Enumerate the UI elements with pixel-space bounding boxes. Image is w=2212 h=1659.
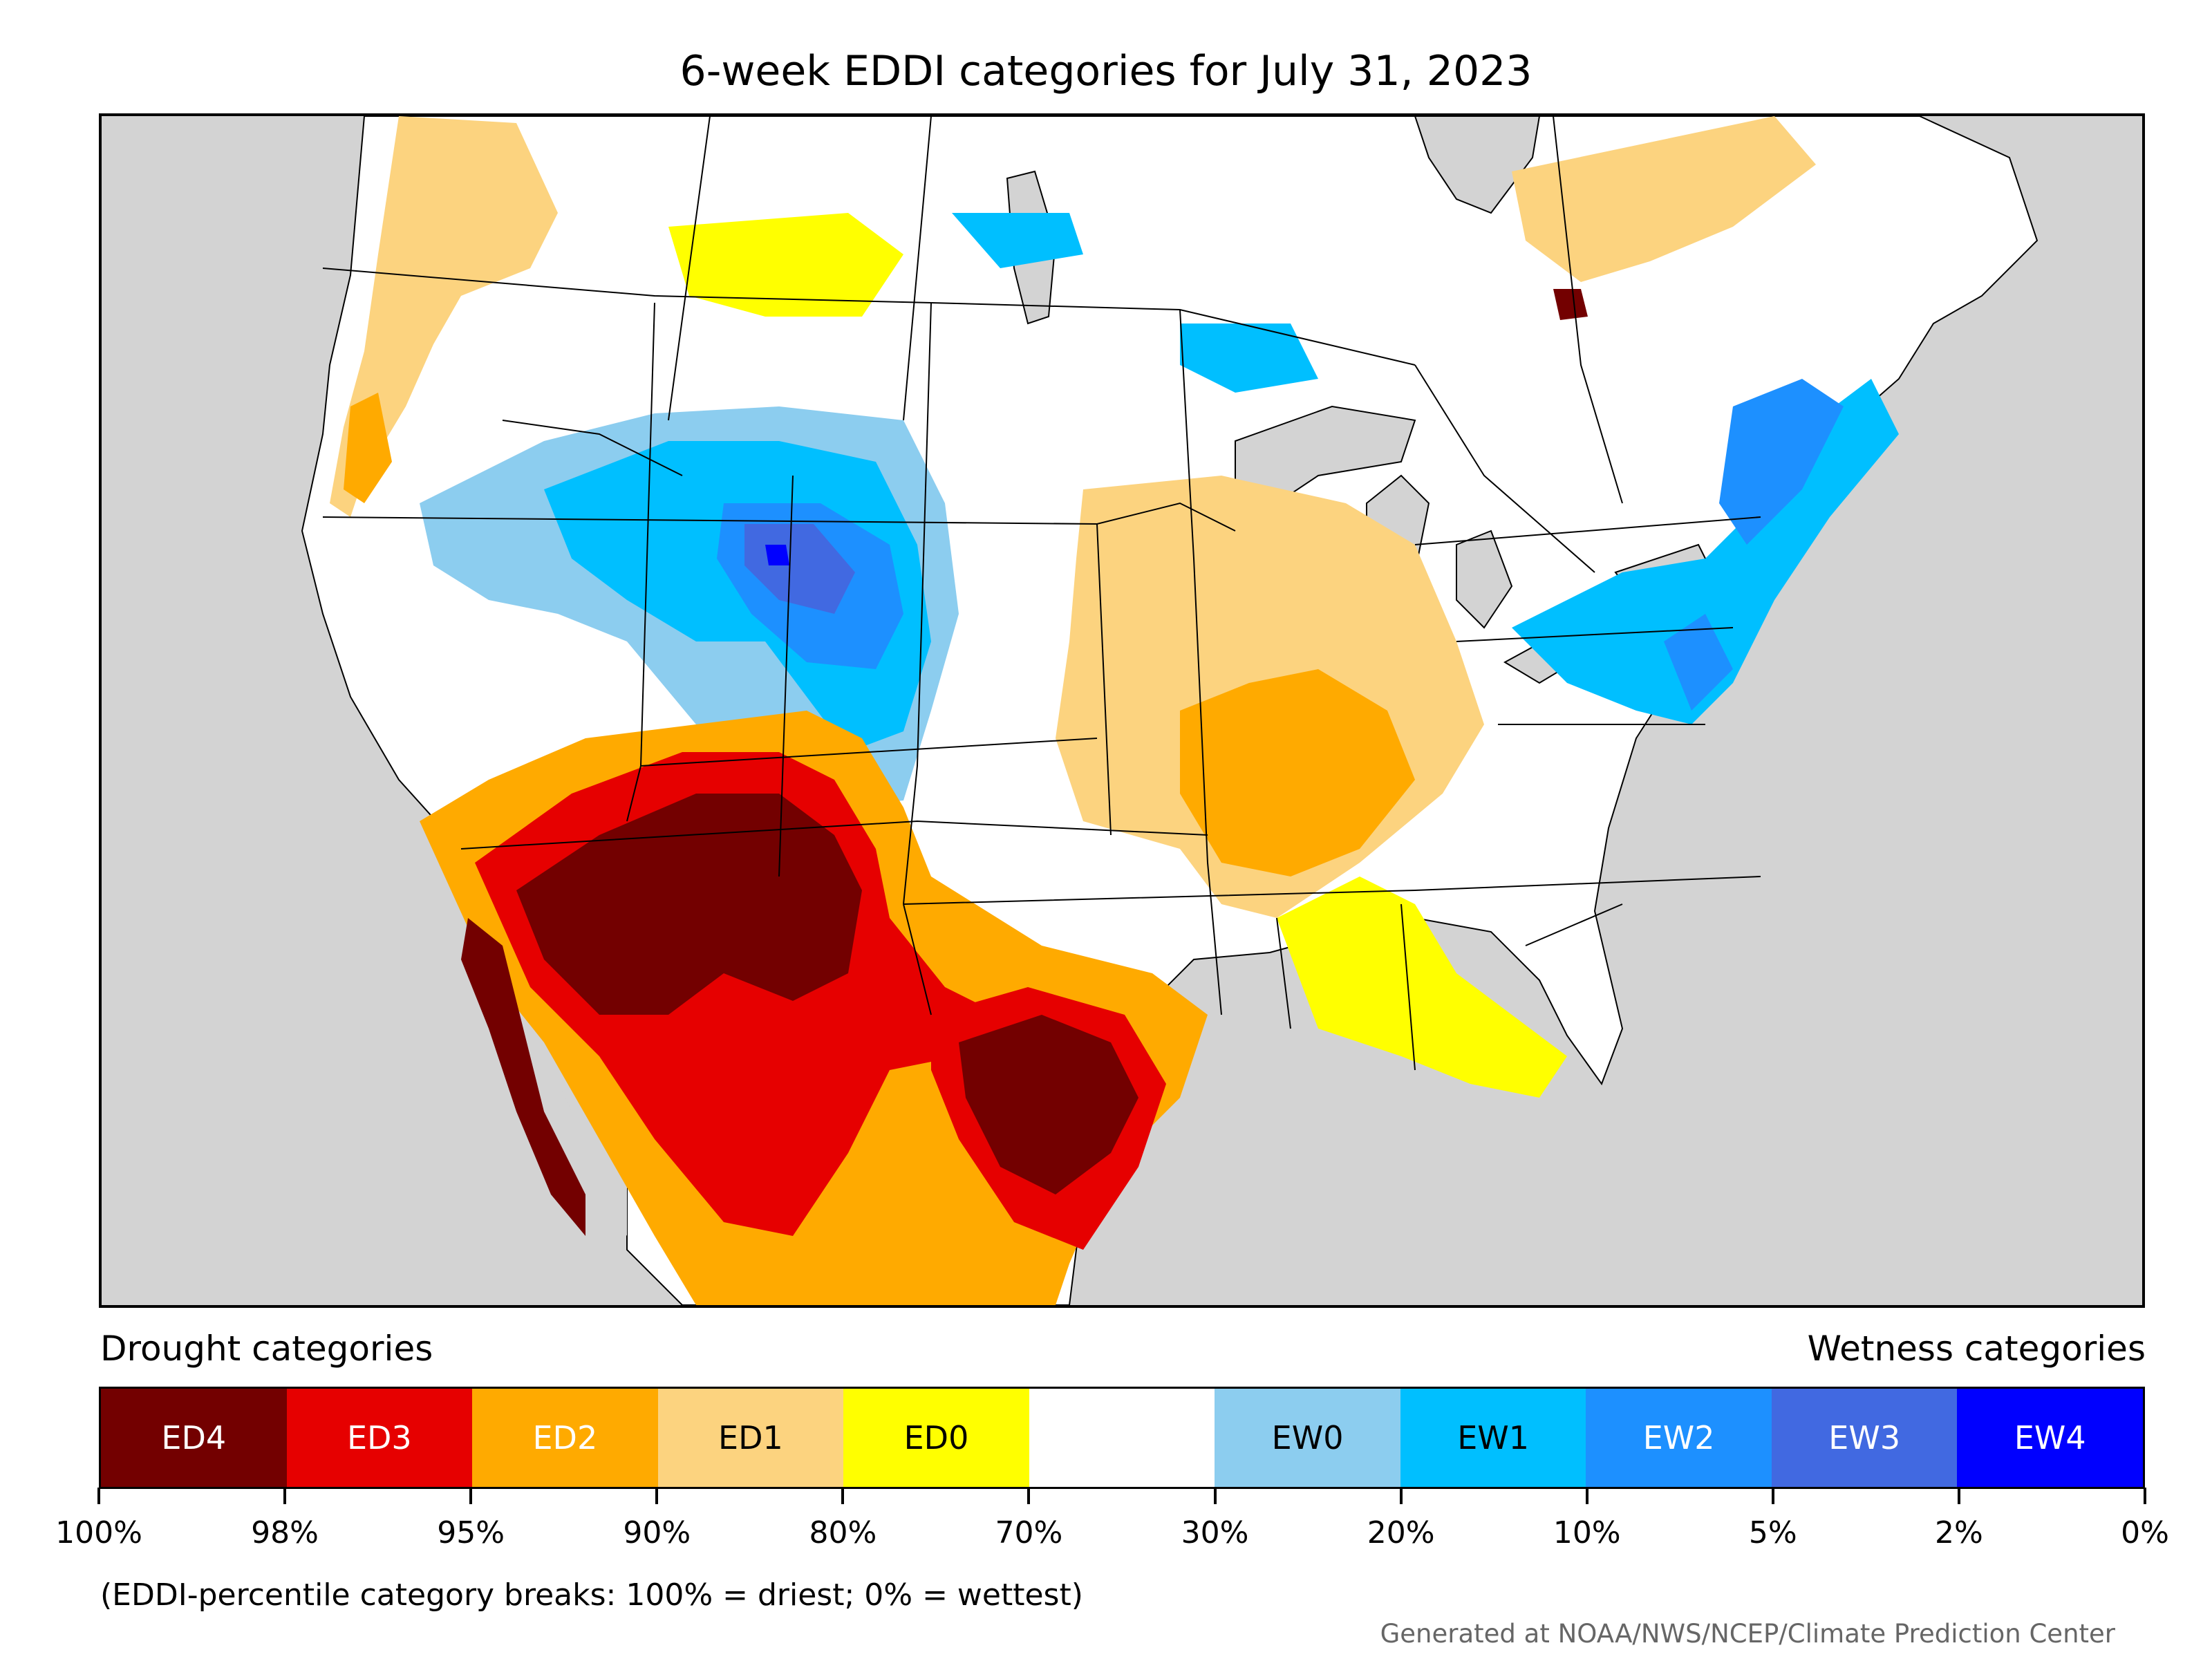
wetness-categories-heading: Wetness categories bbox=[1807, 1329, 2146, 1369]
drought-categories-heading: Drought categories bbox=[100, 1329, 433, 1369]
region-midwest-ed2 bbox=[1180, 669, 1415, 877]
tick-label: 98% bbox=[251, 1515, 319, 1550]
colorbar-cell-ew1: EW1 bbox=[1400, 1389, 1586, 1487]
region-wyoming-ew4 bbox=[765, 545, 789, 565]
colorbar-cell-normal bbox=[1029, 1389, 1215, 1487]
tick-mark bbox=[2144, 1488, 2146, 1504]
tick-label: 30% bbox=[1181, 1515, 1249, 1550]
tick-mark bbox=[469, 1488, 473, 1504]
tick-mark bbox=[1771, 1488, 1774, 1504]
colorbar-cell-ed2: ED2 bbox=[472, 1389, 658, 1487]
boundary-lines bbox=[322, 116, 1761, 1071]
tick-mark bbox=[841, 1488, 845, 1504]
tick-mark bbox=[1585, 1488, 1588, 1504]
colorbar-cell-ed4: ED4 bbox=[101, 1389, 287, 1487]
colorbar-cell-ew0: EW0 bbox=[1215, 1389, 1400, 1487]
region-southeast-ed0 bbox=[1277, 877, 1567, 1098]
tick-label: 20% bbox=[1367, 1515, 1435, 1550]
tick-label: 0% bbox=[2121, 1515, 2169, 1550]
region-oregon-ed2 bbox=[344, 393, 392, 503]
region-canada-prairie-ew1 bbox=[952, 213, 1318, 393]
tick-mark bbox=[655, 1488, 659, 1504]
tick-label: 90% bbox=[623, 1515, 691, 1550]
tick-label: 95% bbox=[437, 1515, 505, 1550]
category-colorbar: ED4 ED3 ED2 ED1 ED0 EW0 EW1 EW2 EW3 EW4 bbox=[99, 1387, 2145, 1489]
region-northeast-ew2 bbox=[1664, 379, 1844, 711]
map-title: 6-week EDDI categories for July 31, 2023 bbox=[679, 47, 1533, 95]
region-quebec-ed1 bbox=[1512, 116, 1816, 282]
tick-label: 5% bbox=[1748, 1515, 1797, 1550]
colorbar-cell-ew4: EW4 bbox=[1957, 1389, 2144, 1487]
region-montana-ed0 bbox=[668, 213, 903, 317]
tick-mark bbox=[97, 1488, 100, 1504]
region-southwest-ed4 bbox=[516, 794, 862, 1015]
tick-label: 2% bbox=[1935, 1515, 1983, 1550]
region-northwest-ed1 bbox=[330, 116, 558, 517]
colorbar-cell-ed3: ED3 bbox=[286, 1389, 473, 1487]
map-frame bbox=[99, 113, 2145, 1308]
percentile-ticks: 100% 98% 95% 90% 80% 70% 30% 20% 10% 5% 2% 0% bbox=[55, 1488, 2169, 1550]
colorbar-cell-ew2: EW2 bbox=[1586, 1389, 1772, 1487]
category-note: (EDDI-percentile category breaks: 100% =… bbox=[100, 1577, 1083, 1613]
credit-line: Generated at NOAA/NWS/NCEP/Climate Predi… bbox=[1380, 1619, 2115, 1649]
region-texas-ed4 bbox=[959, 1015, 1138, 1194]
eddi-map bbox=[102, 116, 2142, 1305]
tick-mark bbox=[1027, 1488, 1031, 1504]
tick-mark bbox=[1957, 1488, 1960, 1504]
tick-mark bbox=[1399, 1488, 1403, 1504]
region-quebec-ed4-spot bbox=[1553, 289, 1588, 320]
colorbar-cell-ed0: ED0 bbox=[843, 1389, 1029, 1487]
tick-label: 100% bbox=[55, 1515, 142, 1550]
james-bay bbox=[1414, 116, 1541, 214]
colorbar-cell-ew3: EW3 bbox=[1771, 1389, 1958, 1487]
tick-label: 10% bbox=[1553, 1515, 1621, 1550]
colorbar-cell-ed1: ED1 bbox=[657, 1389, 844, 1487]
tick-mark bbox=[283, 1488, 287, 1504]
tick-label: 70% bbox=[995, 1515, 1063, 1550]
category-regions bbox=[330, 116, 1899, 1305]
tick-mark bbox=[1213, 1488, 1217, 1504]
region-baja-ed4 bbox=[461, 918, 585, 1236]
tick-label: 80% bbox=[809, 1515, 877, 1550]
